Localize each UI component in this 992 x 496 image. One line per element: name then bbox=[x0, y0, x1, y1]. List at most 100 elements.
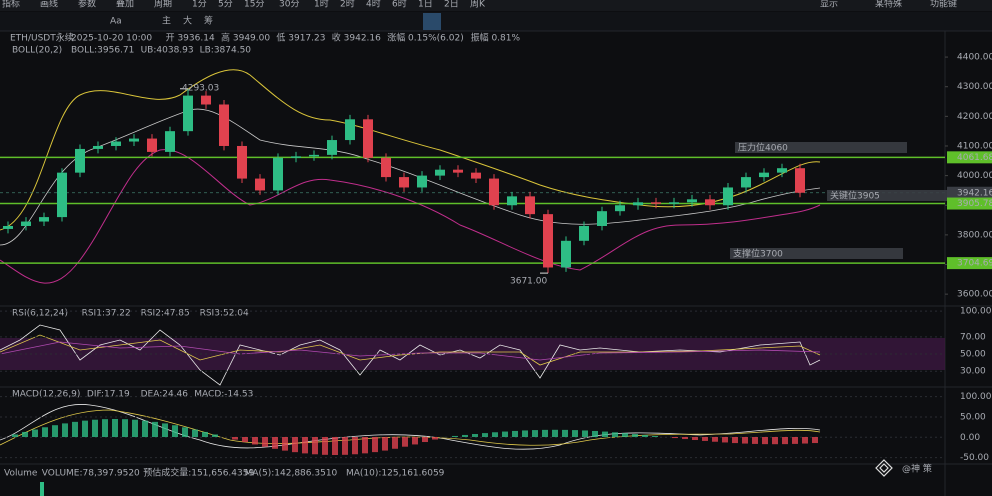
candle-body bbox=[3, 225, 13, 229]
candle-body bbox=[579, 225, 589, 241]
macd-histogram bbox=[92, 419, 98, 437]
price-tag-label: 3905.78 bbox=[957, 199, 992, 209]
macd-histogram bbox=[632, 434, 638, 437]
toolbar-item[interactable]: 2时 bbox=[340, 0, 355, 10]
macd-histogram bbox=[792, 437, 798, 444]
macd-histogram bbox=[422, 437, 428, 443]
macd-histogram bbox=[142, 420, 148, 437]
header-change: 涨幅 0.15%(6.02) bbox=[387, 32, 464, 44]
candle-body bbox=[777, 168, 787, 173]
candle-body bbox=[723, 187, 733, 206]
macd-histogram bbox=[282, 437, 288, 451]
macd-histogram bbox=[562, 429, 568, 437]
macd-label: DIF:17.19 bbox=[87, 390, 130, 400]
macd-histogram bbox=[192, 429, 198, 437]
macd-histogram bbox=[212, 434, 218, 437]
candle-body bbox=[327, 140, 337, 155]
macd-histogram bbox=[682, 437, 688, 440]
macd-histogram bbox=[62, 423, 68, 437]
macd-histogram bbox=[172, 425, 178, 437]
y-tick-label: 70.00 bbox=[960, 332, 986, 342]
macd-histogram bbox=[752, 437, 758, 444]
toolbar-right[interactable]: 某特殊 bbox=[875, 0, 902, 10]
volume-label: MA(5):142,886.3510 bbox=[245, 469, 338, 479]
toolbar-item[interactable]: 周期 bbox=[154, 0, 172, 10]
y-tick-label: 4200.00 bbox=[957, 112, 992, 122]
rsi-label: RSI2:47.85 bbox=[141, 309, 190, 319]
macd-histogram bbox=[12, 434, 18, 437]
macd-histogram bbox=[72, 421, 78, 437]
candle-body bbox=[669, 202, 679, 204]
toolbar-item[interactable]: 参数 bbox=[78, 0, 96, 10]
watermark: @神 策 bbox=[902, 463, 932, 475]
macd-histogram bbox=[242, 437, 248, 443]
toolbar-item[interactable]: 1日 bbox=[418, 0, 433, 10]
macd-histogram bbox=[342, 437, 348, 455]
tool-button[interactable]: 大 bbox=[183, 15, 192, 27]
toolbar-item[interactable]: 周K bbox=[470, 0, 486, 10]
macd-histogram bbox=[552, 429, 558, 437]
macd-histogram bbox=[702, 437, 708, 441]
macd-histogram bbox=[482, 433, 488, 437]
macd-histogram bbox=[272, 437, 278, 449]
volume-label: MA(10):125,161.6059 bbox=[346, 469, 445, 479]
tool-button[interactable]: 主 bbox=[162, 15, 171, 27]
header-open: 开 3936.14 bbox=[166, 33, 215, 44]
toolbar-right[interactable]: 显示 bbox=[820, 0, 838, 10]
candle-body bbox=[795, 168, 805, 193]
candle-body bbox=[147, 138, 157, 152]
toolbar-item[interactable]: 1时 bbox=[314, 0, 329, 10]
volume-bar bbox=[40, 482, 44, 496]
candle-body bbox=[57, 172, 67, 218]
volume-label: Volume bbox=[4, 469, 38, 479]
price-tag bbox=[947, 257, 992, 270]
macd-histogram bbox=[762, 437, 768, 445]
note-box bbox=[730, 248, 903, 259]
toolbar-item[interactable]: 2日 bbox=[444, 0, 459, 10]
toolbar-item[interactable]: 指标 bbox=[2, 0, 20, 10]
macd-histogram bbox=[542, 429, 548, 437]
macd-histogram bbox=[292, 437, 298, 453]
volume-label: 预估成交量:151,656.4359 bbox=[143, 467, 254, 479]
candle-body bbox=[39, 217, 49, 222]
candle-body bbox=[633, 202, 643, 206]
toolbar-item[interactable]: 6时 bbox=[392, 0, 407, 10]
toolbar-item[interactable]: 5分 bbox=[218, 0, 233, 10]
toolbar-item[interactable]: 1分 bbox=[192, 0, 207, 10]
candle-body bbox=[561, 240, 571, 268]
candle-body bbox=[399, 177, 409, 188]
toolbar-item[interactable]: 30分 bbox=[279, 0, 299, 10]
candle-body bbox=[345, 119, 355, 141]
candle-body bbox=[597, 211, 607, 226]
font-tool[interactable]: Aa bbox=[110, 17, 122, 27]
toolbar-item[interactable]: 4时 bbox=[366, 0, 381, 10]
level-note: 压力位4060 bbox=[738, 142, 788, 154]
toolbar-item[interactable]: 画线 bbox=[40, 0, 58, 10]
y-tick-label: 0.00 bbox=[960, 433, 980, 443]
candle-body bbox=[525, 196, 535, 215]
macd-histogram bbox=[382, 437, 388, 451]
candle-body bbox=[291, 156, 301, 158]
header-close: 收 3942.16 bbox=[332, 32, 381, 44]
price-tag bbox=[947, 151, 992, 164]
rsi-label: RSI1:37.22 bbox=[82, 309, 131, 319]
toolbar-item[interactable]: 叠加 bbox=[116, 0, 134, 10]
boll-label: UB:4038.93 bbox=[141, 46, 194, 56]
toolbar-item[interactable]: 15分 bbox=[244, 0, 264, 10]
tool-button[interactable]: 筹 bbox=[204, 15, 213, 27]
macd-histogram bbox=[652, 436, 658, 437]
active-tool[interactable] bbox=[423, 13, 441, 30]
rsi-label: RSI3:52.04 bbox=[200, 309, 249, 319]
macd-histogram bbox=[42, 427, 48, 437]
level-note: 支撑位3700 bbox=[733, 248, 783, 260]
macd-histogram bbox=[182, 427, 188, 437]
macd-histogram bbox=[502, 431, 508, 437]
candle-body bbox=[273, 157, 283, 191]
macd-histogram bbox=[322, 437, 328, 455]
toolbar-right[interactable]: 功能键 bbox=[930, 0, 957, 10]
y-tick-label: 100.00 bbox=[960, 307, 992, 317]
y-tick-label: 100.00 bbox=[960, 392, 992, 402]
header-symbol: ETH/USDT永续 bbox=[10, 32, 74, 44]
header-high: 高 3949.00 bbox=[221, 32, 270, 44]
